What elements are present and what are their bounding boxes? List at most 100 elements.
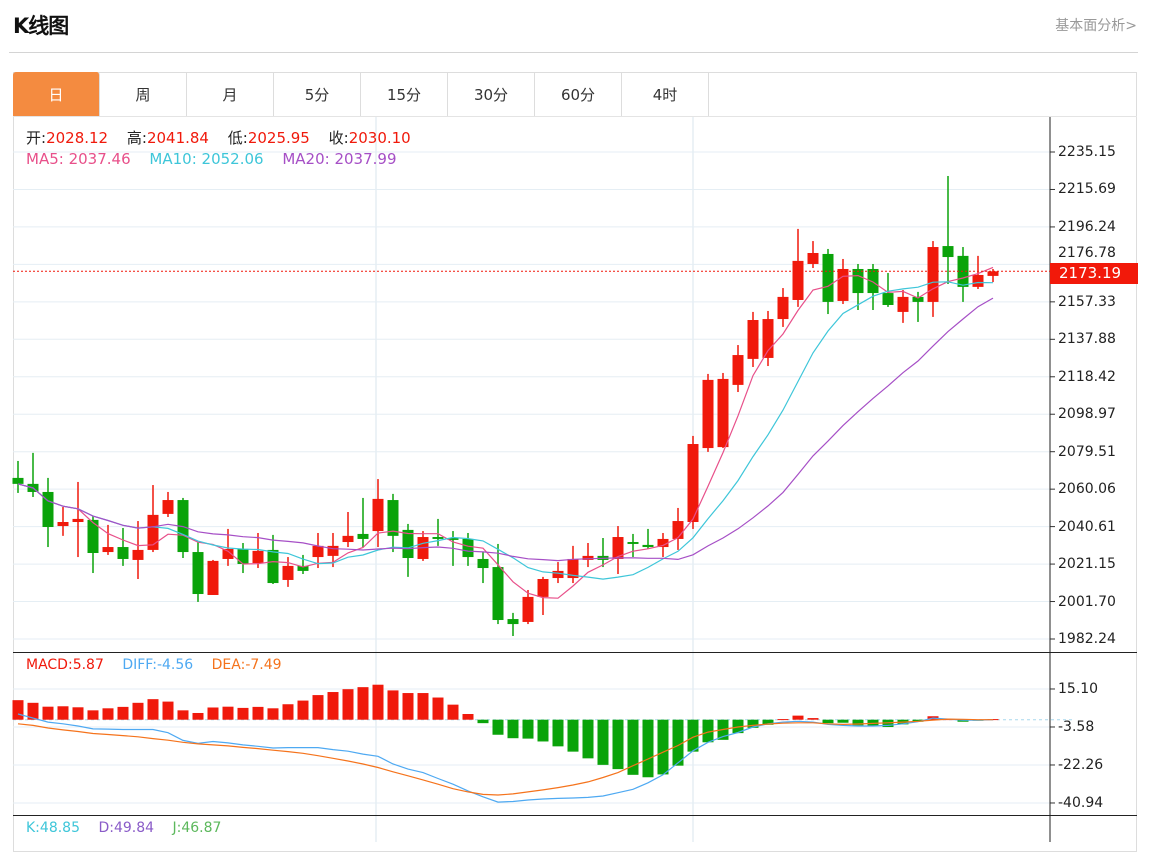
close-value: 2030.10 (348, 129, 411, 147)
macd-value: 5.87 (72, 657, 104, 673)
price-tick-label: 2196.24 (1058, 218, 1116, 235)
candle-up (612, 537, 624, 559)
period-tabs: 日 周 月 5分 15分 30分 60分 4时 (13, 72, 709, 116)
macd-bar (387, 690, 399, 720)
tab-5min[interactable]: 5分 (274, 72, 361, 116)
ma5-label: MA5: (26, 150, 64, 168)
macd-bar (687, 719, 699, 752)
macd-bar (852, 719, 864, 726)
macd-bar (252, 706, 264, 720)
macd-bar (372, 684, 384, 720)
candle-up (897, 296, 909, 312)
ma5-value: 2037.46 (68, 150, 131, 168)
candle-up (807, 252, 819, 264)
k-value: 48.85 (39, 820, 80, 836)
tab-4hour[interactable]: 4时 (622, 72, 709, 116)
price-tick-label: 2137.88 (1058, 331, 1116, 348)
macd-bar (192, 712, 204, 720)
candle-up (537, 579, 549, 597)
tab-60min[interactable]: 60分 (535, 72, 622, 116)
candle-down (402, 529, 414, 559)
candle-down (492, 567, 504, 621)
diff-value: -4.56 (156, 657, 194, 673)
dea-line (17, 718, 993, 796)
candle-up (987, 271, 999, 276)
macd-bar (312, 695, 324, 720)
candle-up (717, 378, 729, 448)
price-tick-label: 2001.70 (1058, 593, 1116, 610)
candle-up (132, 549, 144, 560)
macd-bar (87, 710, 99, 720)
price-tick-label: 2079.51 (1058, 443, 1116, 460)
ohlc-info: 开:2028.12 高:2041.84 低:2025.95 收:2030.10 (26, 127, 411, 148)
macd-bar (102, 708, 114, 720)
candle-up (102, 547, 114, 553)
price-tick-label: 2098.97 (1058, 406, 1116, 423)
macd-bar (357, 687, 369, 720)
macd-bar (402, 693, 414, 720)
candle-up (342, 535, 354, 543)
price-tick-label: 2215.69 (1058, 181, 1116, 198)
macd-bar (657, 719, 669, 775)
macd-bar (27, 702, 39, 720)
candle-up (687, 444, 699, 523)
page-title: K线图 (13, 14, 69, 38)
candle-down (42, 491, 54, 528)
j-label: J: (172, 820, 182, 836)
candle-down (942, 246, 954, 258)
macd-bar (807, 718, 819, 720)
candle-down (387, 500, 399, 536)
macd-bar (837, 719, 849, 723)
macd-bar (72, 707, 84, 720)
candle-down (447, 537, 459, 540)
fundamental-analysis-link[interactable]: 基本面分析> (1055, 18, 1137, 34)
candle-down (432, 537, 444, 539)
macd-bar (537, 719, 549, 742)
candle-up (672, 521, 684, 539)
macd-bar (792, 715, 804, 720)
macd-bar (642, 719, 654, 778)
candle-down (912, 296, 924, 302)
macd-bar (822, 719, 834, 724)
candle-down (867, 268, 879, 294)
price-tick-label: 2235.15 (1058, 144, 1116, 160)
price-tick-label: 2021.15 (1058, 556, 1116, 573)
diff-line (17, 713, 994, 803)
macd-bar (162, 701, 174, 720)
macd-label: MACD: (26, 657, 73, 673)
macd-bar (522, 719, 534, 739)
candle-up (372, 498, 384, 532)
macd-bar (567, 719, 579, 752)
candle-up (972, 274, 984, 287)
candle-up (312, 545, 324, 558)
tab-30min[interactable]: 30分 (448, 72, 535, 116)
macd-bar (117, 706, 129, 720)
macd-bar (267, 708, 279, 720)
dea-label: DEA: (211, 657, 246, 673)
macd-bar (132, 702, 144, 720)
tab-month[interactable]: 月 (187, 72, 274, 116)
macd-bar (222, 706, 234, 720)
candle-down (822, 253, 834, 302)
candle-up (837, 268, 849, 301)
macd-tick-label: 15.10 (1058, 680, 1099, 697)
kdj-info: K:48.85 D:49.84 J:46.87 (26, 820, 221, 836)
candle-up (762, 319, 774, 358)
tab-week[interactable]: 周 (100, 72, 187, 116)
low-value: 2025.95 (247, 129, 310, 147)
ma20-label: MA20: (282, 150, 330, 168)
candle-down (12, 477, 24, 484)
ma10-line (17, 281, 994, 580)
macd-bar (42, 706, 54, 720)
macd-bar (447, 704, 459, 720)
tab-day[interactable]: 日 (13, 72, 100, 116)
ma20-value: 2037.99 (334, 150, 397, 168)
high-value: 2041.84 (146, 129, 209, 147)
close-label: 收: (328, 129, 349, 147)
candle-up (327, 545, 339, 556)
high-label: 高: (126, 129, 147, 147)
tab-15min[interactable]: 15分 (361, 72, 448, 116)
candle-up (282, 565, 294, 580)
j-value: 46.87 (181, 820, 222, 836)
